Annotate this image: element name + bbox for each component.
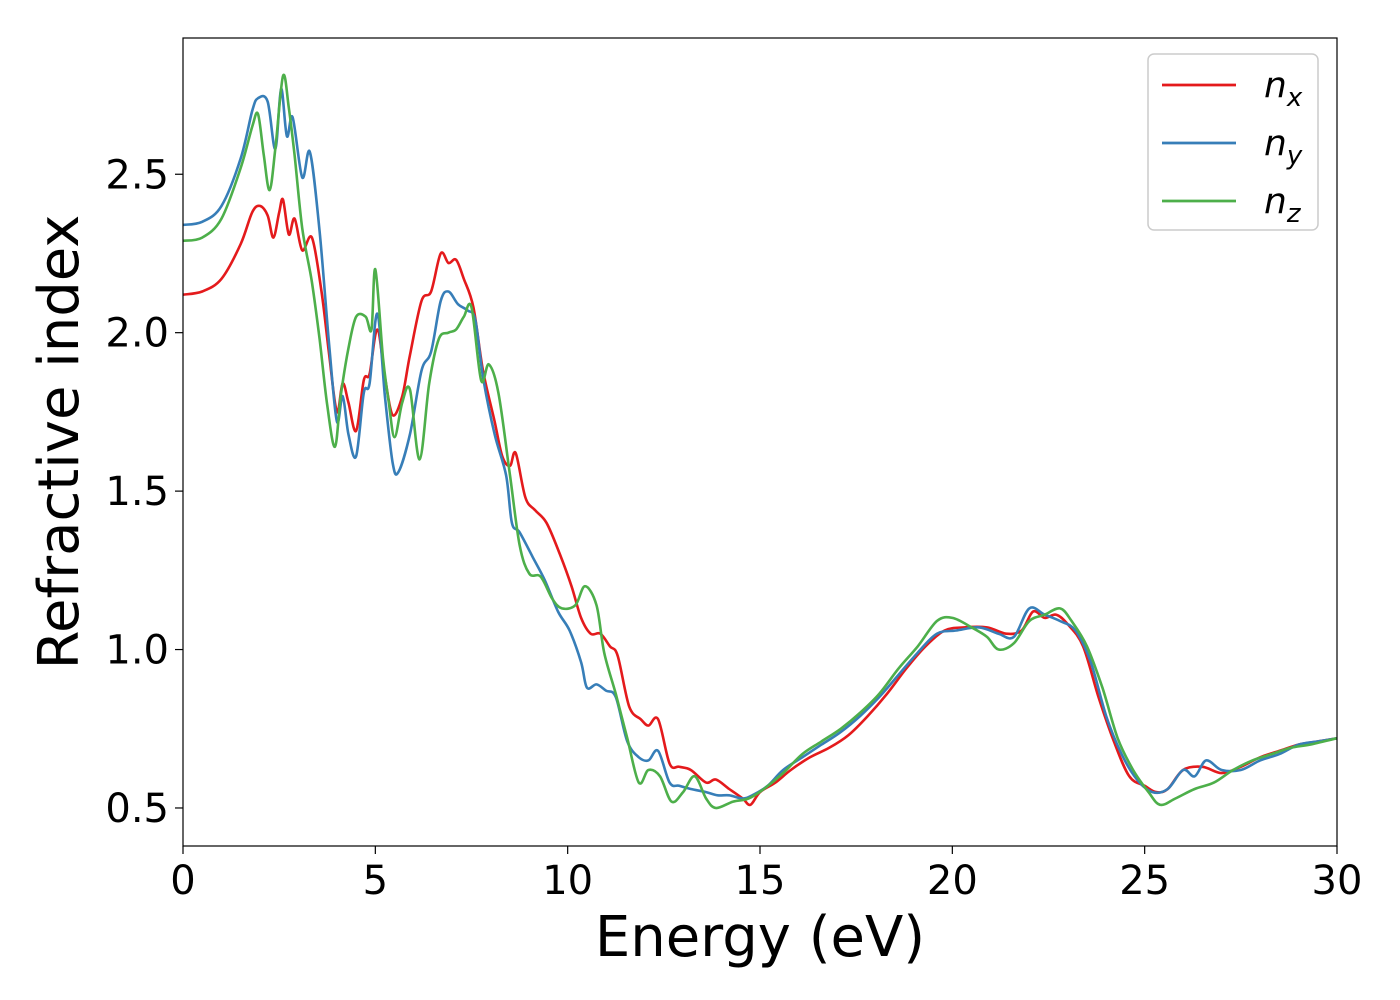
legend-label-x: nx	[1264, 65, 1303, 113]
x-tick-label: 30	[1312, 858, 1363, 904]
x-tick-label: 10	[542, 858, 593, 904]
y-tick-label: 2.5	[105, 152, 169, 198]
series-line-z	[183, 73, 1337, 810]
x-axis-ticks: 0 5 10 15 20 25 30	[170, 846, 1362, 904]
series-line-y	[183, 87, 1337, 800]
x-tick-label: 5	[363, 858, 388, 904]
x-tick-label: 25	[1119, 858, 1170, 904]
x-tick-label: 0	[170, 858, 195, 904]
y-axis-label: Refractive index	[27, 215, 92, 670]
y-tick-label: 2.0	[105, 311, 169, 357]
y-tick-label: 1.5	[105, 469, 169, 515]
x-tick-label: 15	[735, 858, 786, 904]
y-tick-label: 1.0	[105, 628, 169, 674]
plot-lines	[183, 73, 1337, 810]
y-axis-ticks: 0.5 1.0 1.5 2.0 2.5	[105, 152, 183, 832]
x-axis-label: Energy (eV)	[595, 905, 925, 970]
y-tick-label: 0.5	[105, 786, 169, 832]
x-tick-label: 20	[927, 858, 978, 904]
legend: nx ny nz	[1147, 53, 1319, 231]
legend-label-z: nz	[1264, 181, 1302, 229]
legend-label-y: ny	[1264, 123, 1303, 171]
